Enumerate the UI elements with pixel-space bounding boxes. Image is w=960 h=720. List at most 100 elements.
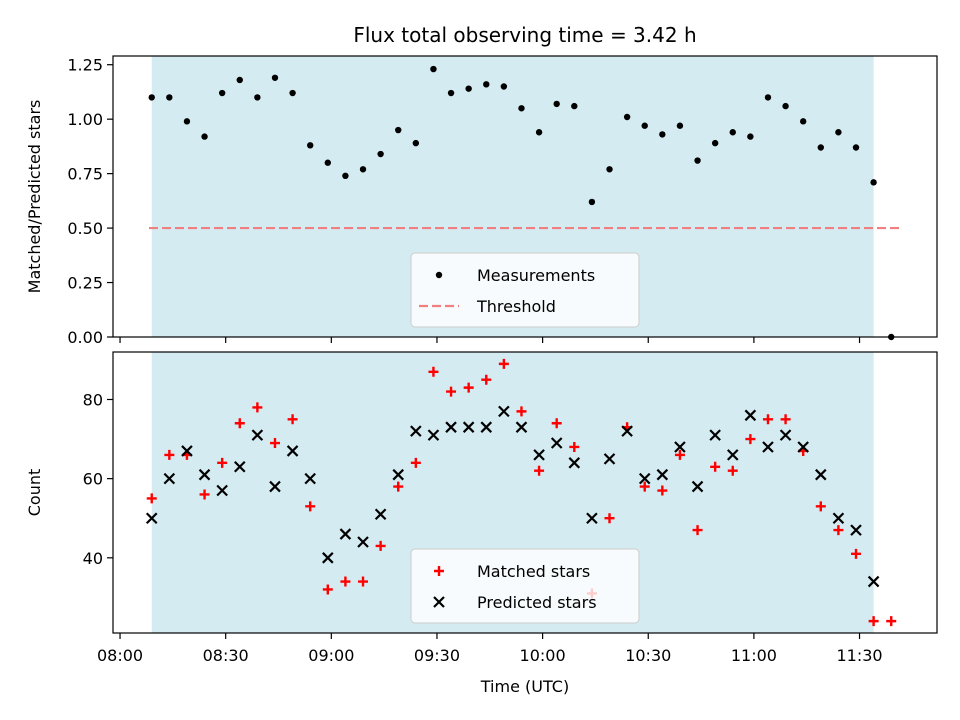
x-tick-label: 08:30 [203, 646, 249, 665]
data-point-x [181, 445, 193, 457]
data-point-dot [342, 172, 349, 180]
data-point-plus [217, 457, 228, 468]
data-point-dot [518, 105, 525, 112]
data-point-dot [870, 179, 877, 186]
data-point-plus [234, 418, 245, 429]
y-tick-label: 1.25 [67, 56, 103, 75]
x-tick-label: 10:00 [520, 646, 566, 665]
x-tick-label: 11:00 [731, 646, 777, 665]
data-point-x [251, 429, 264, 441]
data-point-plus [375, 540, 386, 551]
data-point-x [498, 405, 510, 418]
data-point-plus [199, 489, 210, 500]
panel-ratio: 0.00 0.25 0.50 0.75 1.00 1.25 Matched/Predicte… [25, 55, 938, 347]
y-axis-label: Count [25, 469, 44, 517]
data-point-plus [252, 402, 263, 413]
data-point-x [832, 512, 845, 525]
data-point-dot [694, 157, 701, 164]
data-point-plus [393, 481, 404, 492]
data-point-dot [729, 129, 736, 136]
data-point-x [533, 449, 545, 461]
data-point-dot [148, 94, 155, 101]
data-point-plus [322, 584, 333, 595]
axes-frame [112, 351, 938, 634]
data-point-plus [446, 386, 457, 397]
data-point-dot [447, 89, 455, 97]
data-point-x [762, 441, 774, 453]
data-point-x [286, 445, 299, 457]
y-tick-label: 40 [83, 549, 103, 568]
legend: Matched stars Predicted stars [410, 548, 640, 624]
data-point-dot [271, 74, 279, 81]
data-point-x [674, 441, 686, 453]
data-point-x [374, 508, 387, 521]
data-point-x [726, 449, 739, 461]
y-tick-label: 0.00 [67, 328, 103, 347]
data-point-dot [817, 144, 824, 151]
data-point-x [515, 421, 528, 433]
data-point-dot [571, 102, 578, 110]
data-point-x [638, 472, 651, 485]
legend-label: Predicted stars [477, 593, 597, 612]
chart-title: Flux total observing time = 3.42 h [353, 23, 696, 47]
data-point-dot [500, 83, 508, 90]
data-point-dot [483, 81, 490, 88]
data-point-x [480, 421, 493, 433]
data-point-x [709, 429, 721, 441]
data-point-plus [639, 481, 650, 492]
data-point-plus [340, 576, 351, 587]
y-tick-label: 0.75 [67, 165, 103, 184]
data-point-x [621, 425, 633, 437]
data-point-dot [606, 166, 613, 173]
data-point-dot [201, 133, 208, 140]
data-point-plus [657, 485, 668, 496]
data-point-plus [745, 434, 756, 445]
data-point-x [357, 536, 369, 548]
data-point-dot [553, 100, 560, 108]
data-point-x [269, 480, 281, 493]
data-point-dot [588, 198, 596, 206]
data-point-dot [659, 131, 666, 138]
data-point-x [198, 468, 211, 481]
data-point-plus [569, 441, 580, 452]
data-point-x [797, 441, 809, 453]
data-point-x [339, 528, 352, 540]
y-tick-label: 0.25 [67, 274, 103, 293]
data-point-dot [395, 126, 402, 134]
data-point-dot [377, 150, 384, 158]
data-point-plus [886, 616, 897, 627]
data-point-plus [498, 358, 509, 369]
data-point-dot [254, 94, 261, 101]
data-point-x [427, 429, 440, 441]
data-point-plus [727, 465, 738, 476]
data-point-x [850, 524, 862, 536]
data-point-dot [835, 129, 842, 136]
legend-swatch-x [433, 596, 445, 608]
x-axis-label: Time (UTC) [480, 677, 569, 696]
data-point-plus [604, 513, 615, 524]
data-point-x [304, 472, 316, 485]
data-point-plus [833, 525, 844, 536]
data-point-dot [218, 89, 226, 97]
data-point-plus [762, 414, 773, 425]
data-point-dot [465, 85, 472, 92]
axes-frame [112, 55, 938, 338]
data-point-dot [430, 65, 437, 73]
data-point-x [586, 512, 598, 525]
x-tick-label: 10:30 [625, 646, 671, 665]
data-point-dot [711, 139, 719, 147]
data-point-dot [324, 159, 332, 166]
y-tick-label: 60 [83, 470, 103, 489]
data-point-x [691, 480, 704, 493]
data-point-x [410, 425, 422, 437]
data-point-x [867, 575, 880, 588]
data-point-dot [166, 94, 173, 101]
data-point-dot [623, 113, 631, 121]
data-point-plus [780, 414, 791, 425]
legend: Measurements Threshold [410, 252, 640, 328]
legend-label: Matched stars [477, 562, 590, 581]
data-point-plus [269, 438, 280, 449]
data-point-x [163, 472, 176, 485]
data-point-plus [410, 457, 421, 468]
data-point-x [322, 552, 334, 564]
